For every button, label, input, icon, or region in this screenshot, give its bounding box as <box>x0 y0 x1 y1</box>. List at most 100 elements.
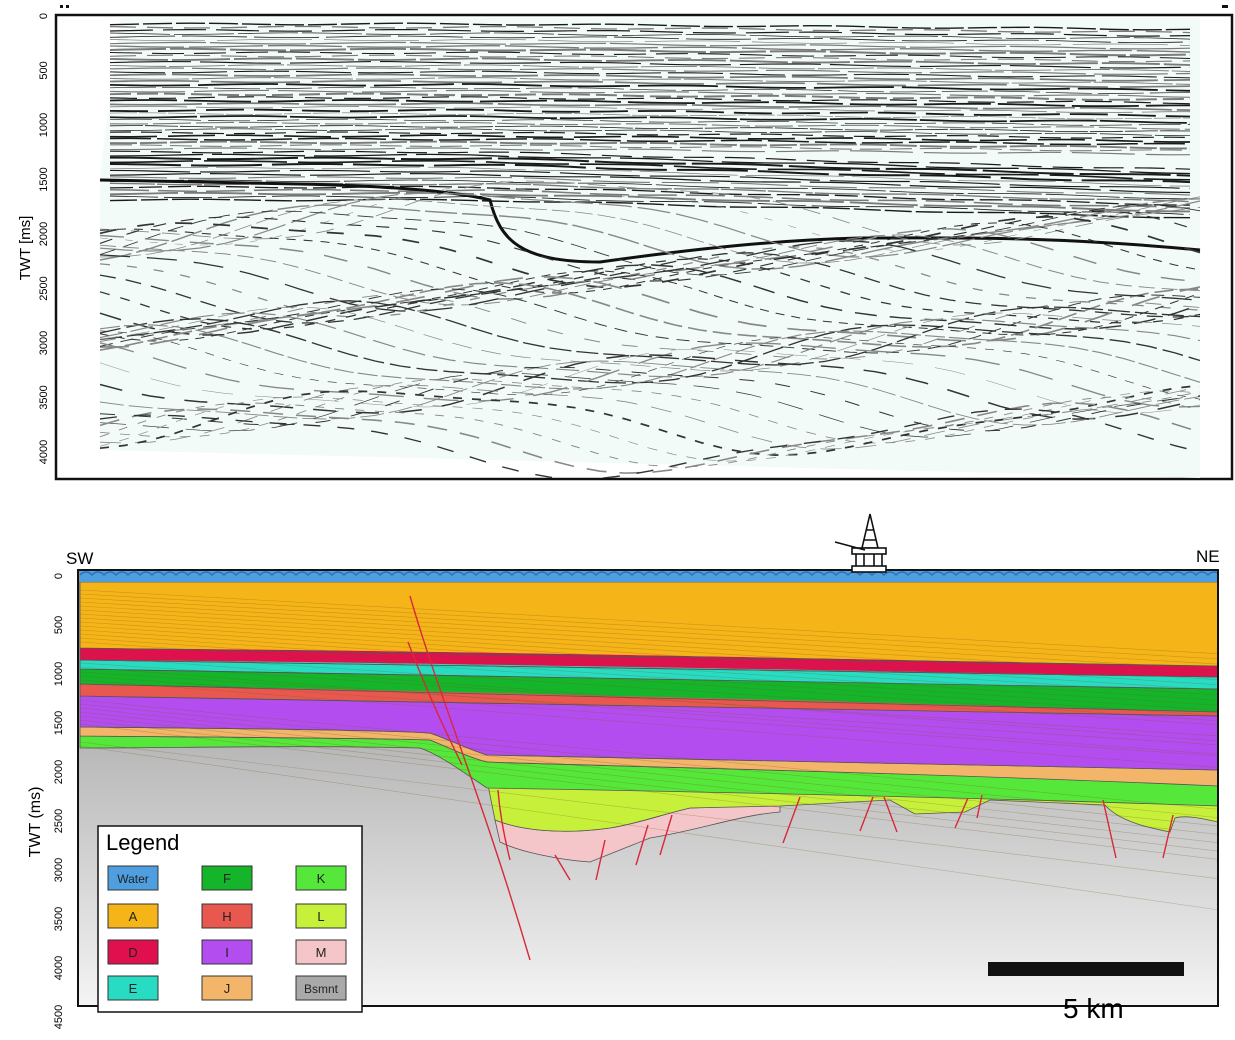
reflector <box>109 134 1190 143</box>
legend-swatch <box>201 975 253 1001</box>
reflector <box>109 125 1191 133</box>
legend-swatch <box>295 939 347 965</box>
section-panel: SW NE TWT (ms) 0 500 1000 1500 2000 2500 3000 3… <box>27 513 1220 1029</box>
reflector <box>99 264 1201 336</box>
legend-label: D <box>128 945 137 960</box>
layer-stratification <box>79 589 1218 911</box>
reflector <box>109 153 1191 175</box>
reflector <box>99 186 1201 252</box>
strata-line <box>79 699 1218 810</box>
reflector <box>109 131 1191 139</box>
reflector <box>109 195 1191 216</box>
seismic-y-axis-label: TWT [ms] <box>17 216 34 281</box>
section-y-tick-label: 2000 <box>53 760 65 784</box>
reflector <box>109 92 1191 101</box>
seismic-y-tick-label: 2500 <box>38 276 50 300</box>
strata-line <box>79 601 1218 670</box>
legend-label: H <box>222 909 231 924</box>
reflector <box>109 25 1191 34</box>
reflector <box>109 160 1191 181</box>
reflector <box>99 318 1201 384</box>
reflector <box>99 180 1201 246</box>
reflector <box>109 35 1191 43</box>
reflector <box>109 198 1191 219</box>
fault-line <box>883 796 898 833</box>
reflector <box>109 57 1191 66</box>
reflector <box>109 96 1191 105</box>
reflector <box>109 77 1191 85</box>
reflector <box>109 70 1191 79</box>
seismic-image <box>99 18 1201 478</box>
reflector <box>99 252 1201 324</box>
section-y-tick-label: 1500 <box>53 711 65 735</box>
strata-line <box>79 662 1218 737</box>
reflector <box>99 178 1201 264</box>
fault-line <box>497 789 511 861</box>
reflector <box>99 198 1201 270</box>
legend-title: Legend <box>106 830 179 855</box>
strata-line <box>79 707 1218 827</box>
strata-line <box>79 637 1218 716</box>
strata-line <box>79 621 1218 696</box>
reflector <box>109 89 1191 98</box>
reflector <box>109 118 1191 126</box>
seismic-y-tick-label: 4000 <box>38 440 50 464</box>
legend-label: A <box>129 909 138 924</box>
legend-items: Water A D E F H I J K L M Bsmnt <box>107 865 347 1001</box>
reflector <box>99 275 1201 348</box>
fault-line <box>976 794 983 819</box>
reflector <box>109 115 1191 124</box>
faults <box>407 595 1174 961</box>
reflector <box>109 176 1191 196</box>
legend-label: I <box>225 945 229 960</box>
reflector <box>109 102 1191 111</box>
fault-line <box>1162 814 1174 859</box>
reflector <box>99 330 1201 400</box>
reflector <box>109 41 1191 50</box>
legend-label: J <box>224 981 231 996</box>
reflector <box>99 402 1201 474</box>
legend-swatch <box>107 939 159 965</box>
fault-line <box>954 797 969 829</box>
seismic-data-area <box>100 18 1200 478</box>
seismic-y-tick-label: 1000 <box>38 113 50 137</box>
strata-line <box>79 723 1218 860</box>
seismic-panel: TWT [ms] 0 500 1000 1500 2000 2500 3000 3500 400… <box>17 5 1234 481</box>
strata-line <box>79 605 1218 675</box>
reflector <box>99 396 1201 468</box>
sw-label: SW <box>66 549 93 568</box>
strata-line <box>79 589 1218 655</box>
legend-label: M <box>316 945 327 960</box>
fault-line <box>407 641 463 766</box>
reflector <box>109 73 1191 82</box>
legend-label: L <box>317 909 324 924</box>
reflector <box>109 38 1191 46</box>
legend-swatch <box>295 975 347 1001</box>
reflector <box>109 112 1190 120</box>
fault-line <box>409 595 531 961</box>
section-y-axis-label: TWT (ms) <box>27 787 44 858</box>
fault-line <box>595 839 606 881</box>
strata-line <box>79 617 1218 691</box>
reflector <box>99 192 1201 258</box>
fault-line <box>1102 799 1117 859</box>
legend-swatch <box>201 903 253 929</box>
reflector <box>109 163 1191 184</box>
reflector <box>109 54 1191 63</box>
legend-label: E <box>129 981 138 996</box>
scale-label: 5 km <box>1063 993 1124 1024</box>
ne-label: NE <box>1196 547 1220 566</box>
strata-line <box>79 715 1218 844</box>
strata-line <box>79 609 1218 680</box>
reflector <box>109 22 1191 31</box>
reflector <box>99 204 1201 276</box>
reflector <box>99 281 1201 351</box>
reflector <box>99 384 1201 450</box>
reflector <box>99 228 1201 300</box>
strata-line <box>79 703 1218 818</box>
reflector <box>110 144 1191 152</box>
reflector <box>99 366 1201 432</box>
strata-line <box>79 641 1218 722</box>
section-y-tick-label: 4500 <box>53 1005 65 1029</box>
reflector <box>99 210 1201 282</box>
